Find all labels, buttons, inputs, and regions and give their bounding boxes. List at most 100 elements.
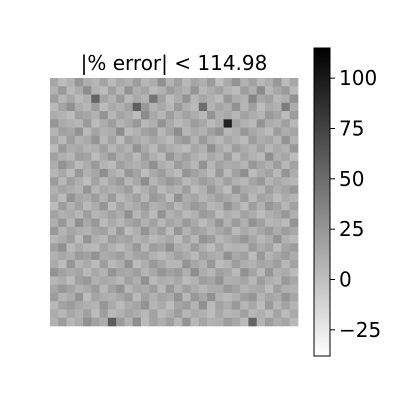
heatmap-cell [66, 144, 76, 153]
heatmap-cell [140, 177, 150, 186]
heatmap-cell [124, 235, 134, 244]
heatmap-cell [66, 309, 76, 319]
heatmap-cell [174, 284, 183, 294]
heatmap-cell [107, 251, 117, 261]
heatmap-cell [182, 177, 191, 186]
heatmap-cell [116, 168, 125, 178]
heatmap-cell [74, 276, 84, 286]
heatmap-cell [264, 102, 274, 112]
heatmap-cell [264, 292, 274, 302]
heatmap-cell [289, 185, 299, 195]
heatmap-cell [223, 135, 233, 145]
heatmap-cell [240, 276, 249, 286]
heatmap-cell [99, 226, 109, 236]
heatmap-cell [165, 284, 175, 294]
heatmap-cell [190, 259, 200, 269]
heatmap-cell [174, 78, 183, 87]
heatmap-cell [182, 251, 191, 261]
heatmap-cell [74, 301, 84, 310]
heatmap-cell [231, 127, 241, 137]
heatmap-cell [281, 218, 291, 228]
heatmap-cell [74, 135, 84, 145]
heatmap-cell [50, 185, 59, 195]
heatmap-cell [207, 251, 216, 261]
heatmap-cell [116, 102, 125, 112]
heatmap-cell [91, 111, 100, 120]
heatmap-cell [91, 86, 100, 95]
heatmap-cell [190, 317, 200, 327]
heatmap-cell [165, 102, 175, 112]
heatmap-cell [157, 251, 167, 261]
heatmap-cell [74, 226, 84, 236]
heatmap-cell [66, 202, 76, 211]
heatmap-cell [124, 135, 134, 145]
heatmap-cell [198, 127, 208, 137]
heatmap-cell [83, 119, 92, 128]
heatmap-cell [58, 168, 67, 178]
heatmap-cell [273, 292, 282, 302]
heatmap-cell [58, 292, 67, 302]
heatmap-cell [132, 284, 142, 294]
heatmap-cell [190, 86, 200, 95]
heatmap-cell [58, 119, 67, 128]
heatmap-cell [223, 218, 233, 228]
heatmap-cell [264, 185, 274, 195]
heatmap-cell [58, 259, 67, 269]
heatmap-cell [223, 144, 233, 153]
heatmap-cell [207, 226, 216, 236]
heatmap-cell [240, 193, 249, 203]
heatmap-cell [132, 111, 142, 120]
heatmap-cell [107, 144, 117, 153]
heatmap-cell [240, 292, 249, 302]
heatmap-cell [240, 243, 249, 252]
heatmap-cell [215, 235, 224, 244]
heatmap-cell [240, 160, 249, 170]
heatmap-cell [116, 235, 125, 244]
heatmap-cell [66, 94, 76, 104]
heatmap-cell [107, 226, 117, 236]
heatmap-cell [207, 152, 216, 162]
heatmap-cell [281, 284, 291, 294]
heatmap-cell [157, 168, 167, 178]
heatmap-cell [190, 135, 200, 145]
heatmap-cell [182, 168, 191, 178]
heatmap-cell [132, 276, 142, 286]
heatmap-cell [198, 243, 208, 252]
heatmap-cell [215, 94, 224, 104]
heatmap-cell [207, 202, 216, 211]
heatmap-cell [50, 86, 59, 95]
heatmap-cell [223, 102, 233, 112]
heatmap-cell [273, 202, 282, 211]
heatmap-cell [91, 251, 100, 261]
heatmap-cell [149, 226, 158, 236]
heatmap-cell [132, 259, 142, 269]
heatmap-cells [50, 78, 299, 327]
heatmap-cell [140, 301, 150, 310]
heatmap-cell [182, 202, 191, 211]
heatmap-cell [240, 284, 249, 294]
heatmap-cell [83, 193, 92, 203]
heatmap-cell [273, 301, 282, 310]
heatmap-cell [223, 152, 233, 162]
heatmap-cell [174, 102, 183, 112]
heatmap-cell [182, 235, 191, 244]
heatmap-cell [281, 210, 291, 219]
heatmap-cell [207, 268, 216, 277]
heatmap-cell [198, 177, 208, 186]
heatmap-cell [107, 185, 117, 195]
heatmap-cell [132, 218, 142, 228]
heatmap-cell [273, 193, 282, 203]
heatmap-cell [190, 144, 200, 153]
heatmap-cell [240, 251, 249, 261]
heatmap-cell [174, 268, 183, 277]
heatmap-cell [215, 160, 224, 170]
heatmap-cell [83, 78, 92, 87]
heatmap-cell [207, 102, 216, 112]
heatmap-cell [190, 177, 200, 186]
heatmap-cell [248, 94, 258, 104]
heatmap-cell [248, 276, 258, 286]
heatmap-cell [157, 284, 167, 294]
heatmap-cell [248, 226, 258, 236]
heatmap-cell [174, 152, 183, 162]
